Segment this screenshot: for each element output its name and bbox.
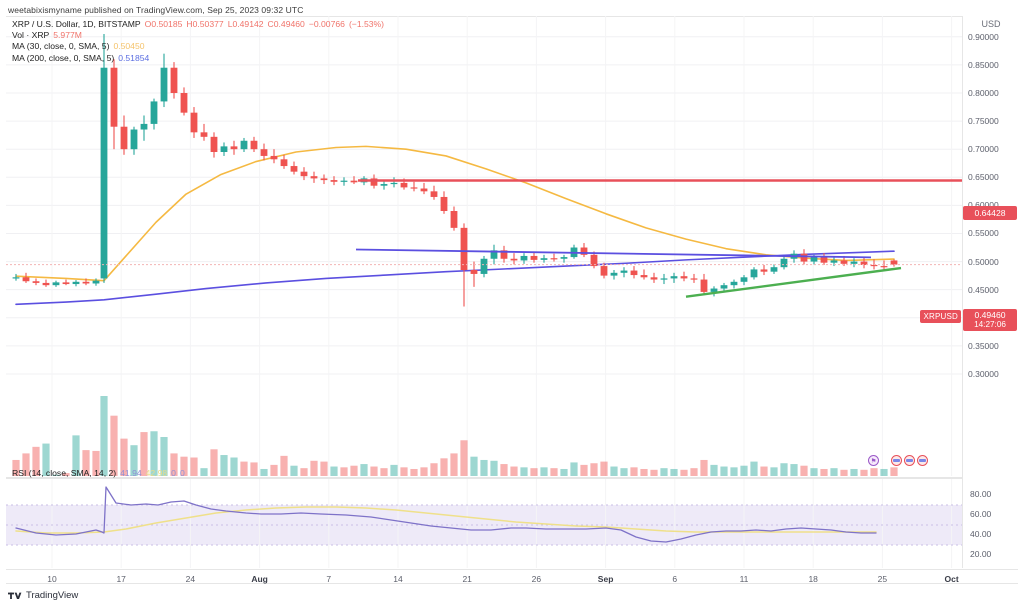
price-pane[interactable]	[6, 16, 962, 476]
earnings-bar	[906, 459, 913, 462]
time-axis-tick: 17	[116, 574, 126, 584]
price-axis-tick: 0.80000	[968, 88, 999, 98]
rsi-axis-tick: 80.00	[970, 489, 992, 499]
price-axis-tick: 0.60000	[968, 200, 999, 210]
pane-divider	[6, 477, 1018, 478]
rsi-chart-svg	[6, 479, 962, 568]
flag-icon[interactable]: ⚑	[868, 455, 879, 466]
price-axis-tick: 0.90000	[968, 31, 999, 42]
rsi-axis-tick: 20.00	[970, 549, 992, 559]
earnings-bar	[893, 459, 900, 462]
time-axis-tick: 21	[462, 574, 472, 584]
last-price-value: 0.49460	[974, 310, 1006, 320]
earnings-icon[interactable]	[904, 455, 915, 466]
time-axis-tick: 14	[393, 574, 403, 584]
price-axis-title: USD	[981, 19, 1001, 29]
earnings-icon[interactable]	[891, 455, 902, 466]
price-axis-tick: 0.50000	[968, 256, 999, 267]
price-chart-svg	[6, 16, 962, 476]
price-axis-tick: 0.35000	[968, 340, 999, 351]
time-axis-tick: Sep	[597, 574, 614, 584]
price-axis-tick: 0.65000	[968, 172, 999, 183]
time-axis-tick: 18	[808, 574, 818, 584]
price-axis-tick: 0.55000	[968, 228, 999, 239]
earnings-bar	[919, 459, 926, 462]
price-axis-tick: 0.70000	[968, 144, 999, 155]
rsi-pane[interactable]	[6, 478, 962, 568]
earnings-icon[interactable]	[917, 455, 928, 466]
tradingview-logo[interactable]: TradingView	[8, 590, 78, 601]
chart-frame	[6, 16, 1018, 584]
price-axis-tick: 0.30000	[968, 368, 999, 379]
time-axis-tick: Aug	[251, 574, 268, 584]
time-axis-tick: 7	[326, 574, 332, 584]
price-axis-tick: 0.45000	[968, 284, 999, 295]
last-price-countdown: 14:27:06	[974, 320, 1006, 329]
time-axis-tick: 6	[672, 574, 678, 584]
attribution-text: weetabixismyname published on TradingVie…	[8, 5, 304, 15]
resistance-price-badge: 0.64428	[963, 206, 1017, 220]
time-axis-tick: 25	[877, 574, 888, 584]
time-axis[interactable]: 10 17 24 Aug 7 14 21 26 Sep 6 11 18 25 Oct	[6, 569, 1018, 587]
rsi-axis-tick: 60.00	[970, 509, 992, 519]
time-axis-tick: 10	[47, 574, 57, 584]
time-axis-tick: Oct	[944, 574, 959, 584]
tradingview-logo-icon	[8, 592, 22, 599]
last-price-badge: 0.49460 14:27:06	[963, 309, 1017, 331]
time-axis-tick: 11	[739, 574, 749, 584]
time-axis-tick: 26	[531, 574, 542, 584]
time-axis-tick: 24	[185, 574, 196, 584]
price-axis-tick: 0.85000	[968, 59, 999, 70]
symbol-price-badge: XRPUSD	[920, 310, 961, 323]
tradingview-logo-text: TradingView	[26, 590, 79, 601]
price-axis[interactable]: USD 0.90000 0.85000 0.80000 0.75000 0.70000 0…	[962, 16, 1018, 568]
rsi-axis-tick: 40.00	[970, 529, 992, 539]
price-axis-tick: 0.75000	[968, 116, 999, 127]
